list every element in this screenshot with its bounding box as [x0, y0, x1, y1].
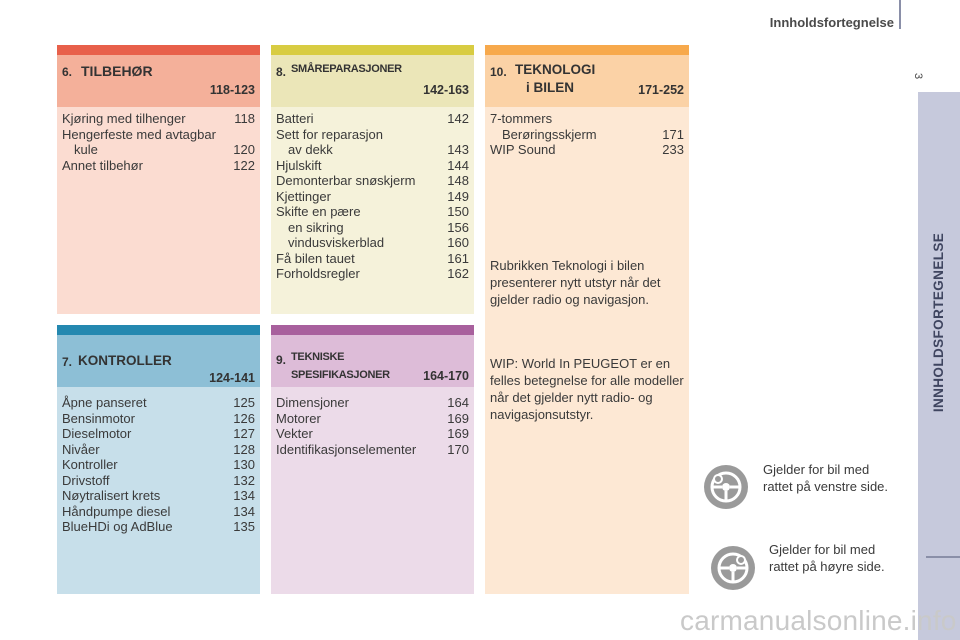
list-item[interactable]: Batteri 142 [276, 111, 469, 126]
section-9-title-line1: TEKNISKE [291, 351, 345, 363]
list-item[interactable]: 7-tommers [490, 111, 553, 126]
legend-right-text: Gjelder for bil med rattet på høyre side… [769, 542, 885, 574]
section-6-number: 6. [62, 65, 73, 79]
section-7-number: 7. [62, 355, 73, 369]
side-tab-divider [926, 556, 960, 558]
list-item[interactable]: av dekk 143 [288, 142, 469, 157]
list-item[interactable]: Identifikasjonselementer 170 [276, 441, 469, 457]
section-10-title-line1: TEKNOLOGI [515, 62, 596, 77]
section-10-description: Rubrikken Teknologi i bilen presenterer … [490, 258, 661, 307]
side-tab-label-wrap: INNHOLDSFORTEGNELSE [918, 92, 960, 552]
section-7: 7. KONTROLLER 124-141 Åpne panseret 125 B… [57, 325, 260, 594]
list-item[interactable]: Kjettinger 149 [276, 188, 469, 204]
list-item[interactable]: Forholdsregler 162 [276, 266, 469, 281]
list-item[interactable]: Drivstoff 132 [62, 472, 255, 488]
section-8-bar [271, 45, 474, 55]
section-9-list: Dimensjoner 164 Motorer 169 Vekter 169 Iden… [271, 387, 474, 457]
list-item[interactable]: Nøytralisert krets 134 [62, 488, 255, 503]
section-9-title-line2: SPESIFIKASJONER [291, 369, 390, 381]
list-item[interactable]: Dimensjoner 164 [276, 395, 469, 410]
section-7-bar [57, 325, 260, 335]
left-hand-drive-icon [704, 465, 748, 509]
section-10-title-line2: i BILEN [526, 80, 575, 95]
list-item[interactable]: Nivåer 128 [62, 441, 255, 457]
section-7-title: KONTROLLER [78, 353, 172, 368]
list-item[interactable]: Hjulskift 144 [276, 157, 469, 173]
section-6-bar [57, 45, 260, 55]
watermark: carmanualsonline.info [680, 605, 957, 636]
side-tab [918, 92, 960, 640]
section-10-pages: 171-252 [638, 83, 684, 97]
section-8-list: Batteri 142 Sett for reparasjon av dekk 14… [271, 107, 474, 282]
right-hand-drive-icon [711, 546, 755, 590]
section-9-bar [271, 325, 474, 335]
legend-left-text: Gjelder for bil med rattet på venstre si… [763, 462, 889, 494]
section-10: 10. TEKNOLOGI i BILEN 171-252 7-tommers … [485, 45, 689, 594]
section-10-number: 10. [490, 65, 507, 79]
side-tab-label: INNHOLDSFORTEGNELSE [931, 232, 947, 412]
section-9: 9. TEKNISKE SPESIFIKASJONER 164-170 Dime… [271, 325, 474, 594]
section-8: 8. SMÅREPARASJONER 142-163 Batteri 142 Se… [271, 45, 474, 314]
section-8-header: 8. SMÅREPARASJONER 142-163 [271, 55, 474, 107]
section-9-pages: 164-170 [423, 369, 469, 383]
section-6-list: Kjøring med tilhenger 118 Hengerfeste med… [57, 107, 260, 173]
header-divider [899, 0, 901, 29]
page-header-title: Innholdsfortegnelse [769, 15, 894, 30]
list-item[interactable]: Kontroller 130 [62, 457, 255, 472]
section-10-list: 7-tommers Berøringsskjerm 171 WIP Sound 23… [485, 107, 689, 158]
section-9-number: 9. [276, 353, 287, 367]
section-8-number: 8. [276, 65, 287, 79]
list-item[interactable]: Berøringsskjerm 171 [502, 126, 684, 142]
section-7-pages: 124-141 [209, 371, 255, 385]
list-item[interactable]: BlueHDi og AdBlue 135 [62, 519, 255, 534]
list-item[interactable]: Få bilen tauet 161 [276, 250, 469, 266]
list-item[interactable]: Sett for reparasjon [276, 126, 383, 142]
list-item[interactable]: Vekter 169 [276, 426, 469, 441]
list-item[interactable]: kule 120 [74, 142, 255, 157]
section-6: 6. TILBEHØR 118-123 Kjøring med tilhenge… [57, 45, 260, 314]
section-8-pages: 142-163 [423, 83, 469, 97]
section-7-list: Åpne panseret 125 Bensinmotor 126 Dieselmo… [57, 387, 260, 535]
section-6-title: TILBEHØR [81, 63, 153, 79]
section-6-header: 6. TILBEHØR 118-123 [57, 55, 260, 107]
list-item[interactable]: Dieselmotor 127 [62, 426, 255, 441]
section-9-header: 9. TEKNISKE SPESIFIKASJONER 164-170 [271, 335, 474, 387]
list-item[interactable]: Åpne panseret 125 [62, 395, 255, 410]
page-number: 3 [912, 72, 925, 80]
section-10-header: 10. TEKNOLOGI i BILEN 171-252 [485, 55, 689, 107]
list-item[interactable]: WIP Sound 233 [490, 142, 684, 157]
section-6-pages: 118-123 [209, 83, 255, 97]
section-8-title: SMÅREPARASJONER [291, 63, 402, 75]
list-item[interactable]: Demonterbar snøskjerm 148 [276, 173, 469, 188]
section-10-bar [485, 45, 689, 55]
list-item[interactable]: Bensinmotor 126 [62, 410, 255, 426]
list-item[interactable]: Motorer 169 [276, 410, 469, 426]
list-item[interactable]: Hengerfeste med avtagbar [62, 126, 216, 142]
list-item[interactable]: Skifte en pære 150 [276, 204, 469, 219]
list-item[interactable]: Håndpumpe diesel 134 [62, 503, 255, 519]
list-item[interactable]: vindusviskerblad 160 [288, 235, 469, 250]
list-item[interactable]: Kjøring med tilhenger 118 [62, 111, 255, 126]
section-7-header: 7. KONTROLLER 124-141 [57, 335, 260, 387]
section-10-wip-note: WIP: World In PEUGEOT er en felles beteg… [490, 356, 684, 422]
list-item[interactable]: Annet tilbehør 122 [62, 157, 255, 173]
list-item[interactable]: en sikring 156 [288, 219, 469, 235]
